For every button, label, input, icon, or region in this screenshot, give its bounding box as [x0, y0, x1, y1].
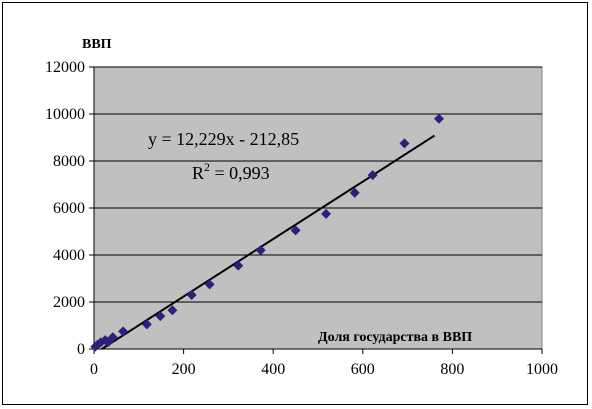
x-tick-label: 200: [172, 361, 196, 378]
data-point: [321, 208, 332, 219]
data-point: [141, 319, 152, 330]
y-tick-label: 12000: [45, 59, 85, 76]
data-point: [433, 113, 444, 124]
data-point: [204, 279, 215, 290]
trendline: [101, 134, 436, 350]
axes: [89, 66, 543, 354]
y-tick-label: 10000: [45, 106, 85, 123]
gridlines: [94, 66, 542, 303]
data-point: [399, 138, 410, 149]
r-squared-superscript: 2: [204, 160, 210, 174]
tick-labels: 0 2000 4000 6000 8000 10000 12000 0 200 400 600 800…: [45, 59, 558, 378]
r-squared-label: R2 = 0,993: [192, 160, 270, 183]
x-tick-label: 600: [351, 361, 375, 378]
data-point: [186, 289, 197, 300]
data-point: [290, 225, 301, 236]
trendline-equation: y = 12,229x - 212,85: [148, 129, 299, 149]
x-axis-title: Доля государства в ВВП: [318, 330, 472, 345]
y-tick-label: 0: [77, 341, 85, 358]
data-point: [155, 311, 166, 322]
data-point: [255, 245, 266, 256]
x-tick-label: 400: [261, 361, 285, 378]
data-points: [90, 113, 444, 352]
data-point: [233, 260, 244, 271]
data-point: [349, 187, 360, 198]
data-point: [167, 305, 178, 316]
data-point: [118, 326, 129, 337]
y-axis-title: ВВП: [82, 37, 112, 52]
x-tick-label: 1000: [526, 361, 558, 378]
data-point: [107, 332, 118, 343]
y-tick-label: 4000: [53, 247, 85, 264]
x-tick-label: 800: [440, 361, 464, 378]
x-tick-label: 0: [90, 361, 98, 378]
y-tick-label: 2000: [53, 294, 85, 311]
y-tick-label: 6000: [53, 200, 85, 217]
data-point: [367, 170, 378, 181]
y-tick-label: 8000: [53, 153, 85, 170]
